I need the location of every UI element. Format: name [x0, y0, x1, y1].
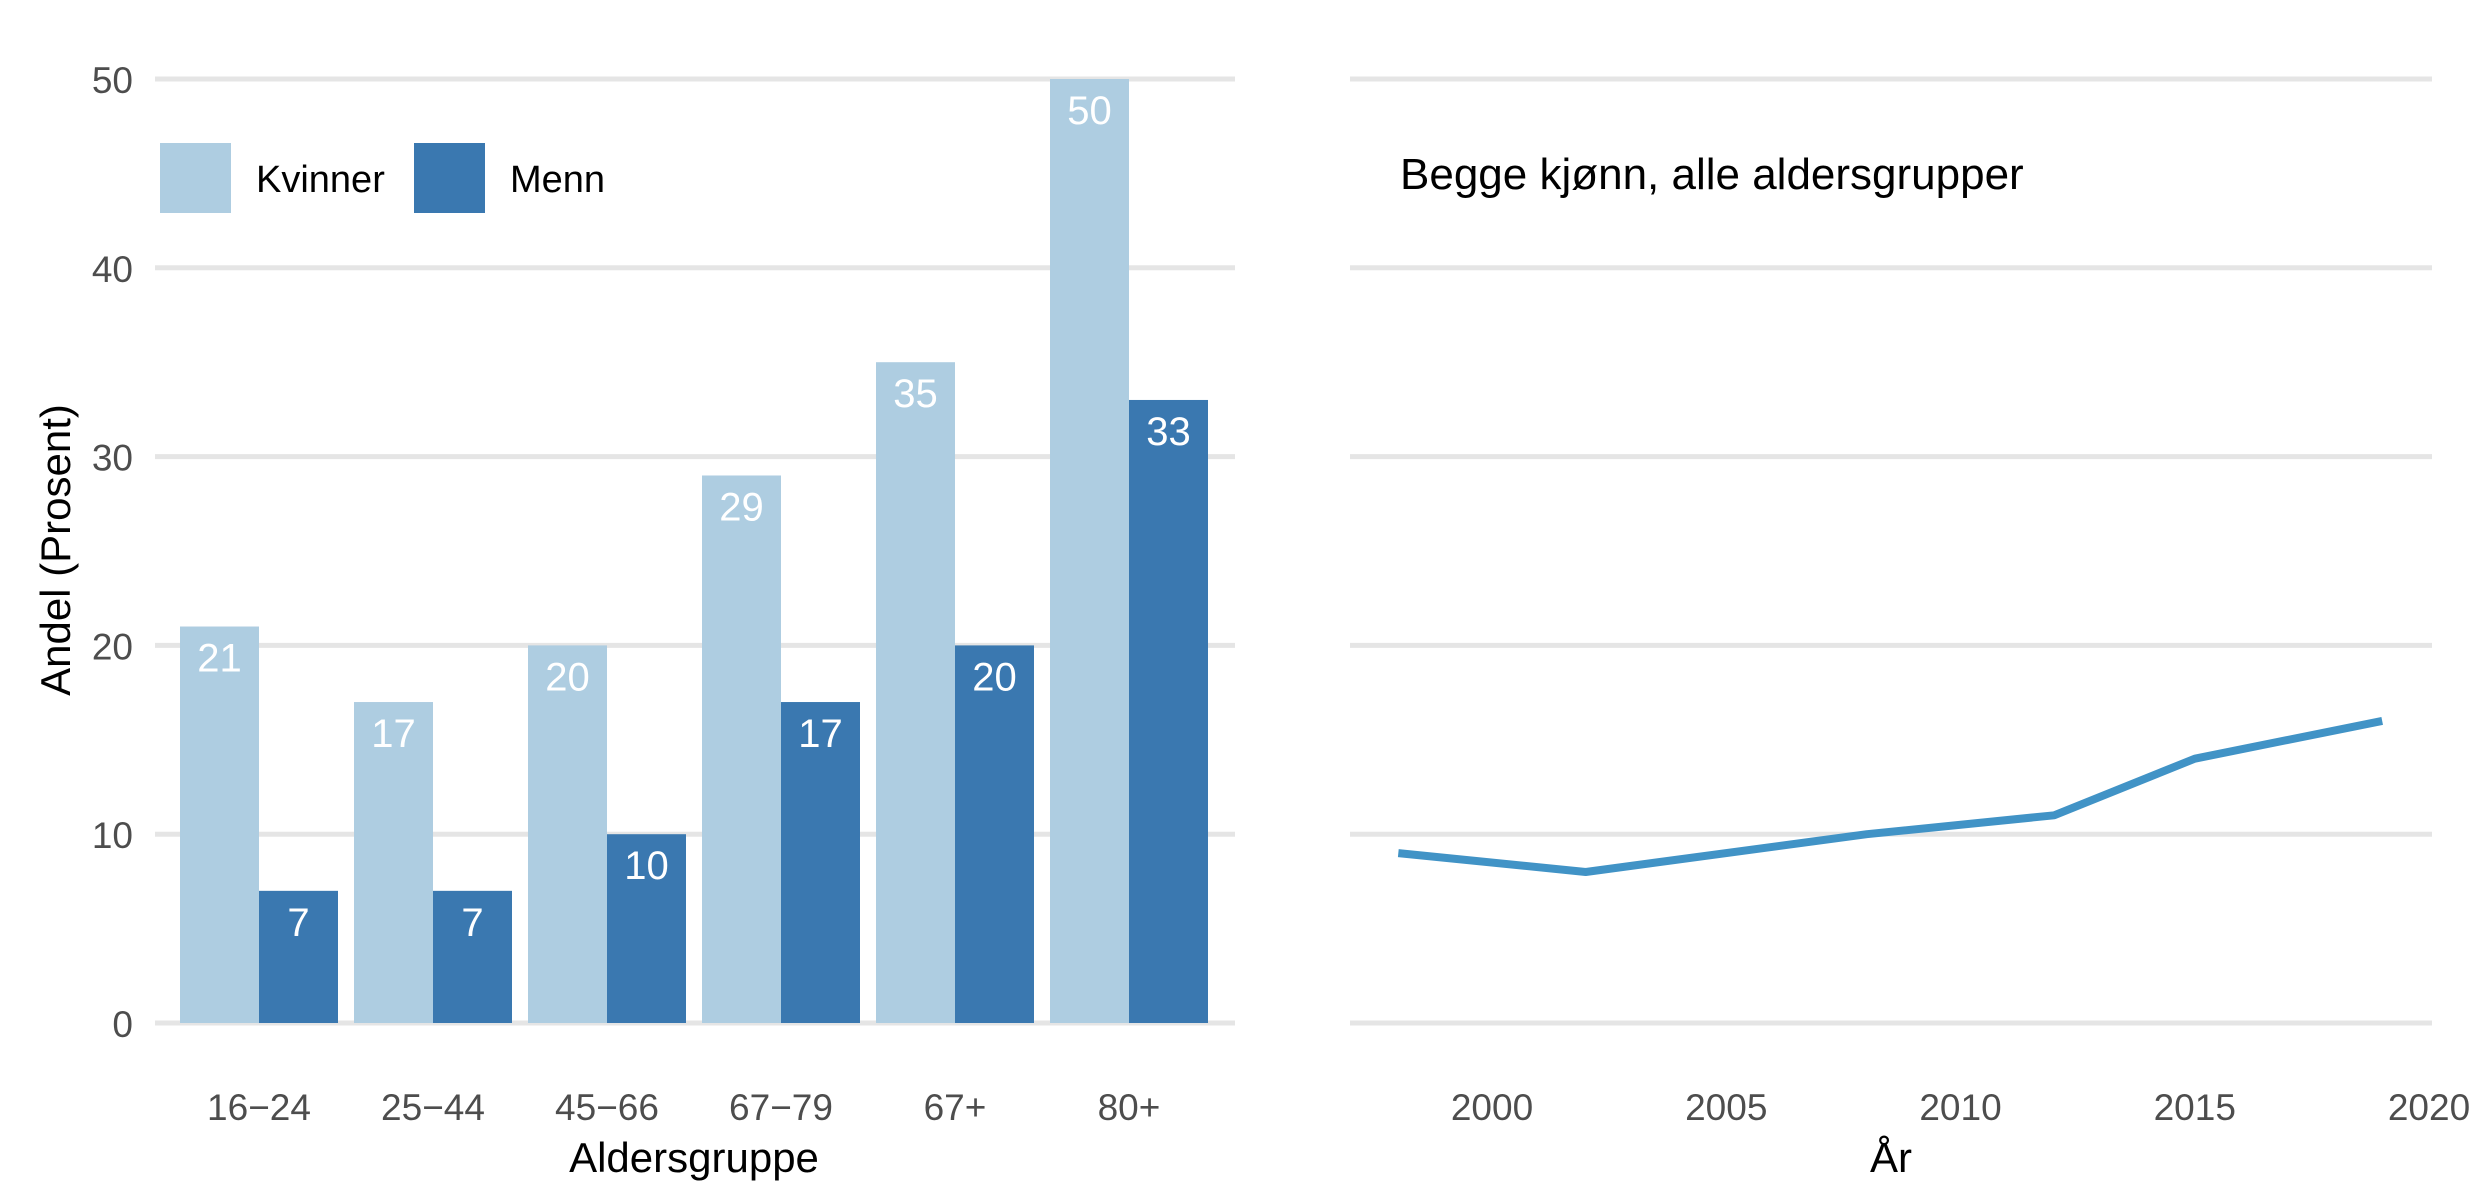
bar-kvinner — [528, 645, 607, 1023]
bar-chart-x-tick-label: 67+ — [924, 1087, 987, 1128]
bar-kvinner — [1050, 79, 1129, 1023]
bar-data-label: 21 — [197, 637, 242, 681]
line-chart-x-tick-label: 2020 — [2388, 1087, 2470, 1128]
line-chart-panel: 2000 2005 2010 2015 2020 Begge kjønn, alle a… — [1350, 76, 2470, 1181]
bar-data-label: 17 — [371, 712, 416, 756]
bar-menn — [1129, 399, 1208, 1024]
bar-chart-x-tick-labels: 16−24 25−44 45−66 67−79 67+ 80+ — [207, 1087, 1160, 1128]
bar-chart-x-axis-title: Aldersgruppe — [569, 1134, 819, 1181]
bar-chart-y-tick-label: 20 — [92, 626, 133, 667]
bar-menn — [433, 890, 512, 1023]
bar-data-label: 10 — [624, 844, 669, 888]
bar-data-label: 7 — [287, 901, 309, 945]
line-chart-x-tick-label: 2010 — [1919, 1087, 2001, 1128]
bar-kvinner — [180, 626, 259, 1023]
bar-chart-data-labels: 21 7 17 7 20 10 29 17 35 20 50 33 — [197, 89, 1191, 945]
legend-swatch-menn — [414, 143, 485, 213]
bar-kvinner — [702, 475, 781, 1024]
line-chart-series-line — [1397, 716, 2383, 876]
bar-data-label: 50 — [1067, 89, 1112, 133]
bar-chart-bars — [180, 79, 1208, 1024]
bar-chart-legend: Kvinner Menn — [160, 143, 605, 213]
line-chart-x-tick-labels: 2000 2005 2010 2015 2020 — [1451, 1087, 2470, 1128]
bar-chart-y-tick-label: 50 — [92, 60, 133, 101]
bar-chart-y-tick-label: 10 — [92, 815, 133, 856]
bar-data-label: 20 — [545, 655, 590, 699]
bar-chart-y-tick-label: 30 — [92, 438, 133, 479]
bar-menn — [259, 890, 338, 1023]
legend-label-menn: Menn — [510, 159, 605, 201]
bar-kvinner — [354, 702, 433, 1023]
bar-kvinner — [876, 362, 955, 1023]
bar-chart-x-tick-label: 16−24 — [207, 1087, 311, 1128]
bar-data-label: 35 — [893, 372, 938, 416]
bar-data-label: 7 — [461, 901, 483, 945]
line-chart-x-tick-label: 2015 — [2154, 1087, 2236, 1128]
bar-chart-y-tick-labels: 0 10 20 30 40 50 — [92, 60, 133, 1045]
bar-chart-y-tick-label: 0 — [112, 1004, 133, 1045]
line-chart-annotation: Begge kjønn, alle aldersgrupper — [1400, 150, 2024, 199]
legend-label-kvinner: Kvinner — [256, 159, 385, 201]
bar-chart-panel: 0 10 20 30 40 50 21 7 17 7 20 10 29 17 35 20 50 33 16−24… — [32, 60, 1235, 1181]
bar-chart-x-tick-label: 25−44 — [381, 1087, 485, 1128]
bar-chart-y-axis-title: Andel (Prosent) — [32, 404, 79, 696]
bar-data-label: 33 — [1146, 410, 1191, 454]
line-chart-x-tick-label: 2005 — [1685, 1087, 1767, 1128]
bar-data-label: 29 — [719, 485, 764, 529]
line-chart-x-axis-title: År — [1870, 1134, 1912, 1181]
bar-chart-x-tick-label: 45−66 — [555, 1087, 659, 1128]
bar-chart-x-tick-label: 80+ — [1098, 1087, 1161, 1128]
legend-swatch-kvinner — [160, 143, 231, 213]
bar-data-label: 20 — [972, 655, 1017, 699]
bar-data-label: 17 — [798, 712, 843, 756]
line-chart-x-tick-label: 2000 — [1451, 1087, 1533, 1128]
bar-chart-x-tick-label: 67−79 — [729, 1087, 833, 1128]
line-chart-gridlines — [1350, 76, 2432, 1026]
bar-menn — [955, 645, 1034, 1023]
bar-chart-y-tick-label: 40 — [92, 249, 133, 290]
bar-menn — [781, 702, 860, 1023]
bar-menn — [607, 834, 686, 1023]
